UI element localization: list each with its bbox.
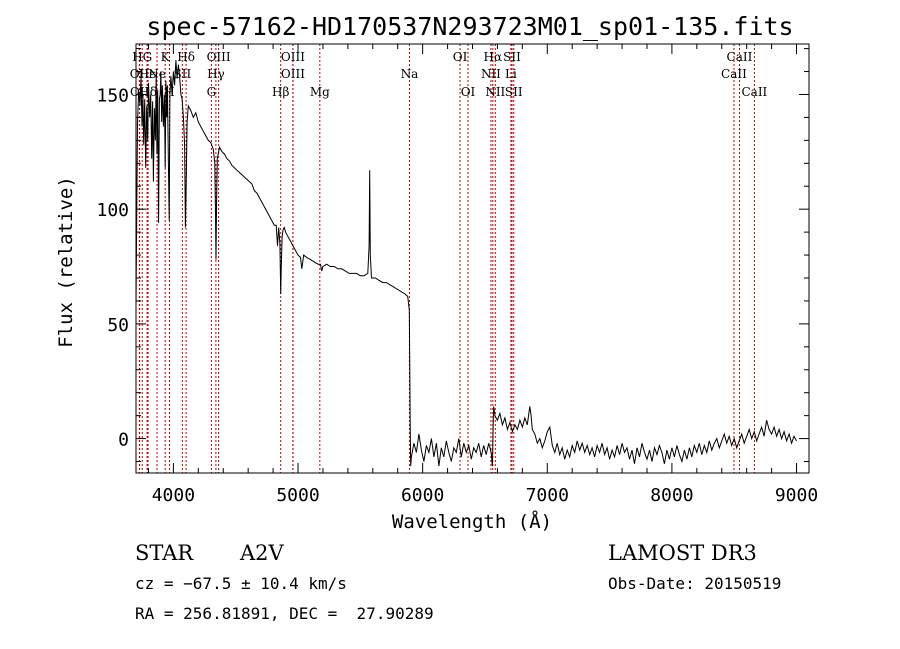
obs-date: Obs-Date: 20150519 xyxy=(608,574,781,593)
line-marker-label: Hα xyxy=(484,50,503,64)
line-marker-label: Li xyxy=(505,67,517,81)
line-marker-label: K xyxy=(161,50,171,64)
line-marker-label: OII xyxy=(130,85,150,99)
line-marker-label: Na xyxy=(401,67,419,81)
line-marker-label: Hε xyxy=(139,67,156,81)
line-marker-label: NII xyxy=(481,67,501,81)
line-marker-label: SII xyxy=(505,85,523,99)
y-tick-label: 50 xyxy=(107,315,129,336)
x-axis-ticks: 4000 5000 6000 7000 8000 9000 xyxy=(147,44,818,506)
line-marker-label: OIII xyxy=(207,50,231,64)
line-marker-label: CaII xyxy=(727,50,753,64)
emission-line-markers xyxy=(138,44,755,473)
line-marker-label: Hγ xyxy=(207,67,225,81)
x-tick-label: 4000 xyxy=(152,485,195,506)
line-marker-label: Ne xyxy=(148,67,166,81)
x-tick-label: 7000 xyxy=(526,485,569,506)
x-tick-label: 6000 xyxy=(401,485,444,506)
survey-name: LAMOST DR3 xyxy=(608,541,757,565)
line-marker-label: Hβ xyxy=(272,85,289,99)
line-marker-label: NII xyxy=(485,85,505,99)
line-marker-label: HG xyxy=(132,50,152,64)
y-tick-label: 150 xyxy=(96,85,129,106)
y-tick-label: 100 xyxy=(96,200,129,221)
redshift-cz: cz = −67.5 ± 10.4 km/s xyxy=(135,574,347,593)
ra-dec-coordinates: RA = 256.81891, DEC = 27.90289 xyxy=(135,604,434,623)
line-marker-label: OIII xyxy=(281,50,305,64)
line-marker-label: CaII xyxy=(741,85,767,99)
x-tick-label: 8000 xyxy=(650,485,693,506)
spectrum-line xyxy=(135,60,797,467)
line-marker-label: G xyxy=(207,85,217,99)
line-marker-label: Hδ xyxy=(177,50,195,64)
y-axis-ticks: 0 50 100 150 xyxy=(96,48,809,463)
line-marker-label: OI xyxy=(461,85,476,99)
line-marker-label: Mg xyxy=(310,85,330,99)
plot-frame xyxy=(135,43,810,474)
line-marker-label: CaII xyxy=(721,67,747,81)
object-subclass: A2V xyxy=(239,541,285,565)
line-marker-label: H xyxy=(164,85,174,99)
object-class: STAR xyxy=(135,541,194,565)
line-marker-label: OIII xyxy=(281,67,305,81)
line-marker-label: OI xyxy=(453,50,468,64)
line-marker-label: SII xyxy=(503,50,521,64)
x-tick-label: 9000 xyxy=(775,485,818,506)
chart-title: spec-57162-HD170537N293723M01_sp01-135.f… xyxy=(146,12,793,41)
x-tick-label: 5000 xyxy=(276,485,319,506)
line-marker-label: OII xyxy=(130,67,150,81)
x-axis-label: Wavelength (Å) xyxy=(392,510,552,533)
y-axis-label: Flux (relative) xyxy=(55,176,77,348)
y-tick-label: 0 xyxy=(118,430,129,451)
